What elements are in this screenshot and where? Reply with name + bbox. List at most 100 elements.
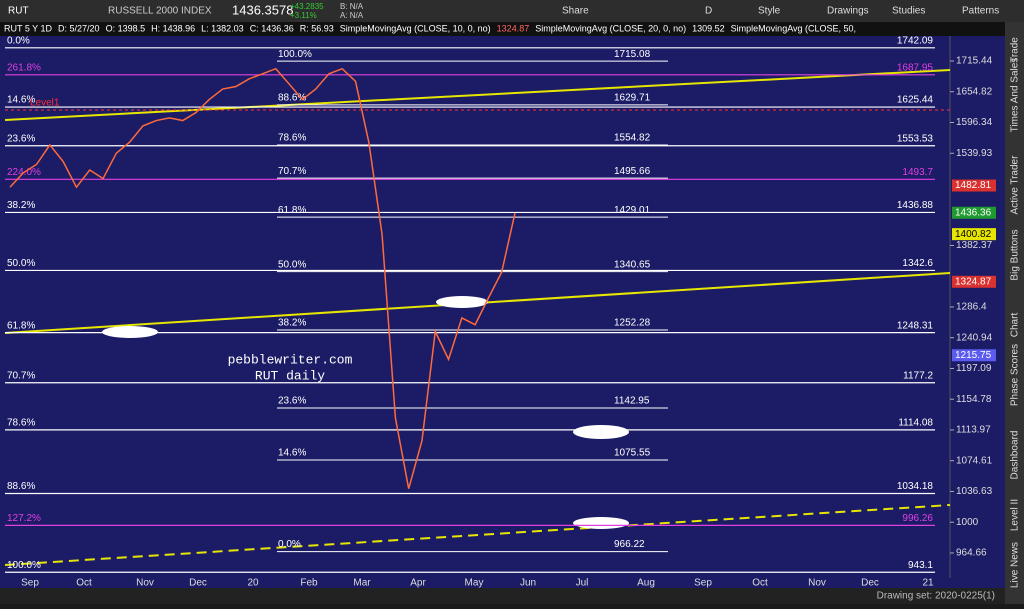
x-tick-label: 21 [922, 578, 934, 589]
fib-pct: 78.6% [278, 133, 306, 144]
fib-value: 1495.66 [614, 166, 651, 177]
info-item: H: 1438.96 [151, 23, 195, 33]
footer [0, 588, 1005, 604]
x-tick-label: Dec [861, 578, 879, 589]
x-axis [0, 578, 1005, 588]
fib-value: 1553.53 [897, 133, 934, 144]
fib-pct: 261.8% [7, 62, 41, 73]
fib-pct: 23.6% [278, 396, 306, 407]
side-panel [1005, 22, 1024, 604]
y-tick-label: 1286.4 [956, 302, 987, 313]
price-line [9, 67, 516, 489]
price-box [952, 228, 996, 241]
fib-pct: 50.0% [7, 258, 35, 269]
index-name: RUSSELL 2000 INDEX [108, 6, 212, 17]
toolbar [0, 0, 1024, 22]
change: +43.2835 [290, 2, 324, 11]
fib-value: 1715.08 [614, 49, 651, 60]
x-tick-label: Oct [752, 578, 768, 589]
fib-pct: 78.6% [7, 418, 35, 429]
price-box [952, 349, 996, 362]
fib-value: 1342.6 [902, 258, 933, 269]
y-tick-label: 1596.34 [956, 117, 993, 128]
x-tick-label: Jun [520, 578, 536, 589]
fib-pct: 14.6% [278, 448, 306, 459]
toolbar-button[interactable]: Drawings [827, 6, 869, 17]
y-tick-label: 964.66 [956, 548, 987, 559]
side-tab[interactable]: Big Buttons [1010, 229, 1021, 280]
fib-pct: 100.0% [7, 560, 41, 571]
side-tab[interactable]: Level II [1010, 499, 1021, 531]
fib-pct: 38.2% [278, 318, 306, 329]
change-pct: +3.11% [290, 11, 317, 20]
toolbar-button[interactable]: Share [562, 6, 589, 17]
fib-pct: 61.8% [7, 320, 35, 331]
toolbar-button[interactable]: Style [758, 6, 781, 17]
price-box [952, 275, 996, 288]
fib-pct: 23.6% [7, 133, 35, 144]
toolbar-button[interactable]: Patterns [962, 6, 999, 17]
fib-value: 1625.44 [897, 95, 934, 106]
plot [0, 36, 1005, 578]
side-tab[interactable]: Live News [1010, 542, 1021, 588]
fib-value: 1429.01 [614, 205, 651, 216]
side-tab[interactable]: Phase Scores [1010, 344, 1021, 406]
fib-value: 1114.08 [898, 418, 933, 429]
fib-pct: 50.0% [278, 259, 306, 270]
symbol: RUT [8, 6, 29, 17]
marker [436, 296, 488, 308]
fib-pct: 70.7% [7, 370, 35, 381]
y-tick-label: 1715.44 [956, 56, 993, 67]
fib-value: 1252.28 [614, 318, 651, 329]
fib-value: 1075.55 [614, 448, 651, 459]
x-tick-label: Mar [353, 578, 371, 589]
trendline [4, 69, 951, 121]
fib-value: 1436.88 [897, 200, 934, 211]
side-tab[interactable]: Chart [1010, 313, 1021, 338]
fib-pct: 88.6% [278, 92, 306, 103]
y-tick-label: 1113.97 [956, 425, 991, 436]
info-item: 1324.87 [497, 23, 530, 33]
y-tick-label: 1197.09 [956, 363, 992, 374]
x-tick-label: Aug [637, 578, 655, 589]
level-label: Level1 [30, 98, 60, 109]
side-tab[interactable]: Trade [1010, 37, 1021, 63]
fib-pct: 38.2% [7, 200, 35, 211]
side-tab[interactable]: Times And Sales [1010, 58, 1021, 133]
x-tick-label: Nov [136, 578, 154, 589]
fib-pct: 0.0% [278, 539, 301, 550]
side-tab[interactable]: Dashboard [1010, 431, 1021, 480]
fib-value: 1629.71 [614, 92, 651, 103]
side-tab[interactable]: Active Trader [1010, 155, 1021, 215]
ask: A: N/A [340, 11, 364, 20]
fib-value: 1493.7 [902, 167, 933, 178]
y-tick-label: 1654.82 [956, 86, 993, 97]
fib-value: 966.22 [614, 539, 645, 550]
fib-pct: 61.8% [278, 205, 306, 216]
bid: B: N/A [340, 2, 364, 11]
y-tick-label: 1382.37 [956, 240, 993, 251]
price-box-label: 1400.82 [955, 229, 992, 240]
x-tick-label: Jul [576, 578, 589, 589]
footer-text: Drawing set: 2020-0225(1) [877, 591, 995, 602]
price-box [952, 206, 996, 219]
x-tick-label: Nov [808, 578, 826, 589]
toolbar-button[interactable]: Studies [892, 6, 925, 17]
annotation: RUT daily [255, 368, 325, 383]
info-item: 1309.52 [692, 23, 725, 33]
price-box-label: 1482.81 [955, 180, 992, 191]
fib-value: 996.26 [902, 513, 933, 524]
trendline [4, 504, 951, 566]
info-item: SimpleMovingAvg (CLOSE, 20, 0, no) [535, 23, 686, 33]
price-box-label: 1215.75 [955, 350, 992, 361]
info-bar [0, 22, 1005, 36]
info-item: L: 1382.03 [201, 23, 244, 33]
price-box [952, 179, 996, 192]
info-item: C: 1436.36 [250, 23, 294, 33]
fib-value: 1034.18 [897, 481, 934, 492]
toolbar-button[interactable]: D [705, 6, 712, 17]
info-item: D: 5/27/20 [58, 23, 100, 33]
fib-value: 943.1 [908, 560, 933, 571]
fib-pct: 70.7% [278, 166, 306, 177]
